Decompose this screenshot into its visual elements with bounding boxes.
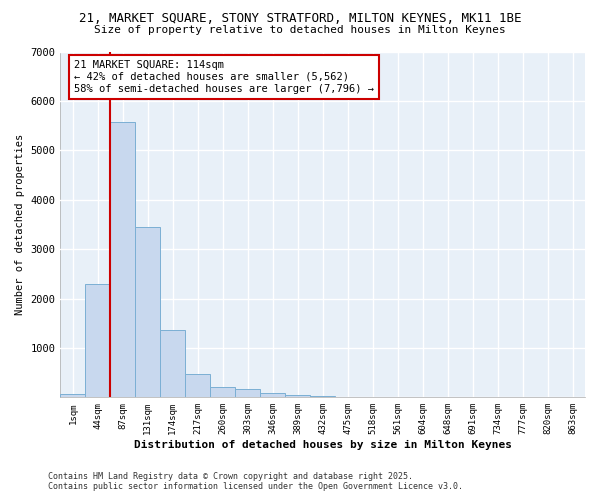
Bar bbox=[160, 330, 185, 398]
Bar bbox=[310, 396, 335, 398]
Bar bbox=[61, 394, 85, 398]
Bar bbox=[85, 284, 110, 398]
Y-axis label: Number of detached properties: Number of detached properties bbox=[15, 134, 25, 315]
Bar bbox=[136, 227, 160, 398]
Bar bbox=[185, 374, 210, 398]
Bar bbox=[235, 388, 260, 398]
Text: 21, MARKET SQUARE, STONY STRATFORD, MILTON KEYNES, MK11 1BE: 21, MARKET SQUARE, STONY STRATFORD, MILT… bbox=[79, 12, 521, 26]
Text: Contains HM Land Registry data © Crown copyright and database right 2025.
Contai: Contains HM Land Registry data © Crown c… bbox=[48, 472, 463, 491]
Text: 21 MARKET SQUARE: 114sqm
← 42% of detached houses are smaller (5,562)
58% of sem: 21 MARKET SQUARE: 114sqm ← 42% of detach… bbox=[74, 60, 374, 94]
Bar bbox=[110, 122, 136, 398]
Bar bbox=[260, 392, 285, 398]
X-axis label: Distribution of detached houses by size in Milton Keynes: Distribution of detached houses by size … bbox=[134, 440, 512, 450]
Bar bbox=[285, 394, 310, 398]
Bar bbox=[210, 388, 235, 398]
Text: Size of property relative to detached houses in Milton Keynes: Size of property relative to detached ho… bbox=[94, 25, 506, 35]
